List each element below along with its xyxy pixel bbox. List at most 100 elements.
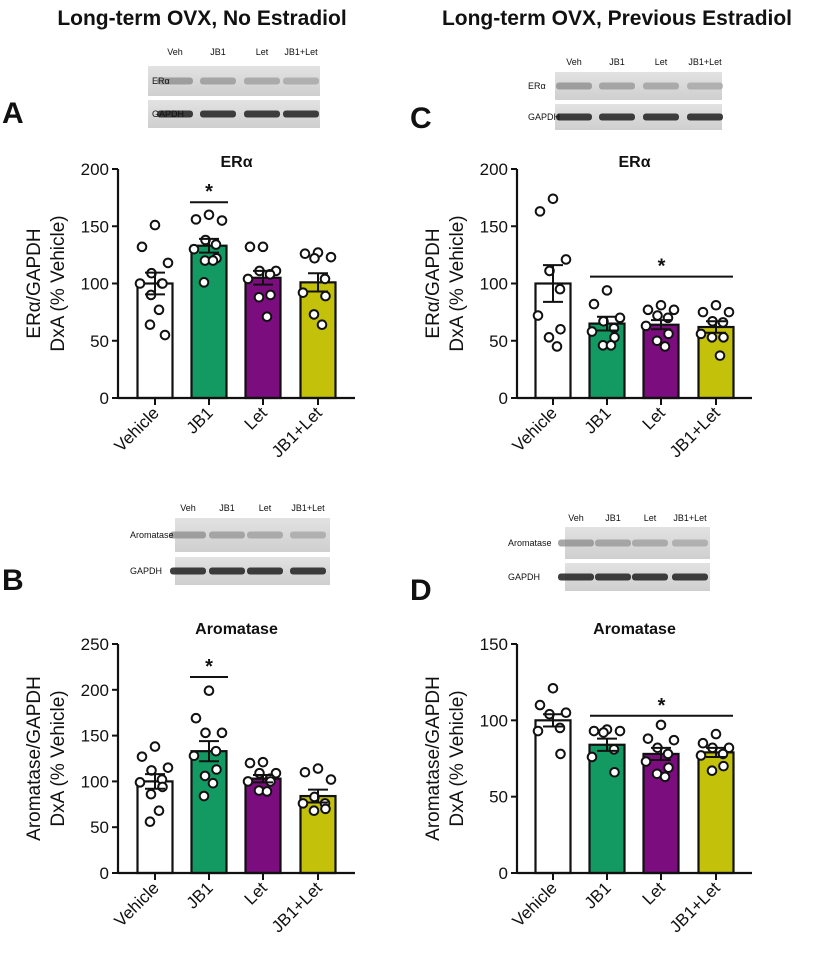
data-point [162, 257, 174, 269]
data-point [257, 241, 269, 253]
data-point [308, 309, 320, 320]
error-bar [706, 746, 726, 758]
data-point [532, 310, 544, 321]
data-point [697, 737, 709, 749]
data-point [159, 329, 171, 341]
y-axis-label: Aromatase/GAPDH [423, 676, 444, 841]
blot-lane-label: Let [259, 503, 272, 513]
y-axis-label: ERα/GAPDH [423, 228, 444, 338]
blot-band [599, 82, 635, 90]
error-bar [597, 315, 617, 332]
blot-band [632, 573, 668, 581]
western-blot-c: Veh JB1 Let JB1+Let ERα GAPDH [528, 57, 723, 130]
blot-band [599, 113, 635, 121]
blot-band [558, 573, 594, 581]
data-point [153, 805, 165, 817]
blot-band [290, 567, 326, 575]
data-point [198, 277, 210, 288]
data-point [534, 206, 546, 217]
y-tick-label: 100 [81, 772, 109, 791]
data-point [560, 254, 572, 265]
blot-band [672, 539, 708, 547]
data-point [198, 790, 210, 802]
data-point [242, 776, 254, 787]
blot-band [283, 110, 319, 118]
blot-row-label: ERα [528, 81, 546, 91]
x-tick-label: Vehicle [111, 878, 163, 930]
data-point [190, 214, 202, 225]
blot-band [247, 531, 283, 539]
blot-band [632, 539, 668, 547]
data-point [320, 803, 331, 815]
data-point [554, 722, 566, 734]
blot-row-label: Aromatase [508, 538, 552, 548]
data-point [651, 335, 663, 347]
y-tick-label: 250 [81, 635, 109, 654]
error-bar [706, 320, 726, 334]
error-bar [199, 740, 219, 763]
x-tick-label: JB1 [183, 878, 217, 912]
x-tick-label: Let [241, 878, 271, 908]
data-point [586, 751, 598, 763]
blot-band [595, 539, 631, 547]
data-point [265, 289, 276, 301]
bar-vehicle [534, 719, 572, 875]
significance-star: * [205, 656, 213, 678]
blot-band [643, 82, 679, 90]
data-point [242, 273, 254, 285]
data-point [717, 317, 729, 328]
data-point [663, 762, 674, 773]
data-point [325, 774, 337, 785]
x-tick-label: JB1+Let [666, 878, 724, 936]
data-point [144, 816, 156, 828]
y-axis-label: DxA (% Vehicle) [447, 690, 468, 826]
x-tick-label: JB1 [183, 403, 217, 437]
data-point [297, 287, 309, 298]
panel-letter-b: B [2, 564, 24, 597]
data-point [244, 241, 256, 253]
data-point [308, 805, 320, 817]
error-bar [543, 264, 563, 303]
blot-band [558, 539, 594, 547]
blot-lane-label: Let [644, 513, 657, 523]
blot-lane-label: JB1 [605, 513, 621, 523]
data-point [188, 750, 200, 762]
bar-jb1-let [299, 281, 337, 400]
data-point [316, 319, 328, 331]
y-axis-label: DxA (% Vehicle) [48, 690, 69, 826]
data-point [640, 320, 652, 332]
y-tick-label: 100 [480, 711, 508, 730]
x-tick-label: Let [639, 878, 669, 908]
data-point [642, 304, 654, 316]
data-point [153, 304, 165, 316]
data-point [299, 248, 311, 260]
data-point [640, 756, 652, 767]
chart-title: ERα [618, 154, 650, 171]
error-bar [651, 319, 671, 331]
western-blot-b: Veh JB1 Let JB1+Let Aromatase GAPDH [130, 503, 330, 585]
data-point [710, 728, 722, 740]
error-bar [253, 773, 273, 784]
data-point [586, 326, 598, 337]
blot-band [209, 567, 245, 575]
data-point [299, 766, 311, 778]
blot-band [290, 531, 326, 539]
data-point [718, 332, 729, 343]
data-point [706, 765, 718, 777]
data-point [609, 766, 620, 778]
data-point [659, 341, 671, 352]
panel-letter-d: D [410, 574, 432, 607]
y-tick-label: 0 [499, 864, 508, 883]
y-tick-label: 50 [90, 332, 109, 351]
error-bar [145, 271, 165, 296]
data-point [723, 306, 735, 318]
data-point [588, 725, 600, 737]
data-point [655, 299, 667, 311]
data-point [207, 777, 219, 789]
bar-chart-a: ERα ERα/GAPDH DxA (% Vehicle) 0 50 100 150 200 V… [24, 154, 355, 461]
data-point [659, 771, 671, 783]
blot-lane-label: Veh [180, 503, 196, 513]
chart-title: Aromatase [593, 621, 676, 638]
blot-band [244, 110, 280, 118]
